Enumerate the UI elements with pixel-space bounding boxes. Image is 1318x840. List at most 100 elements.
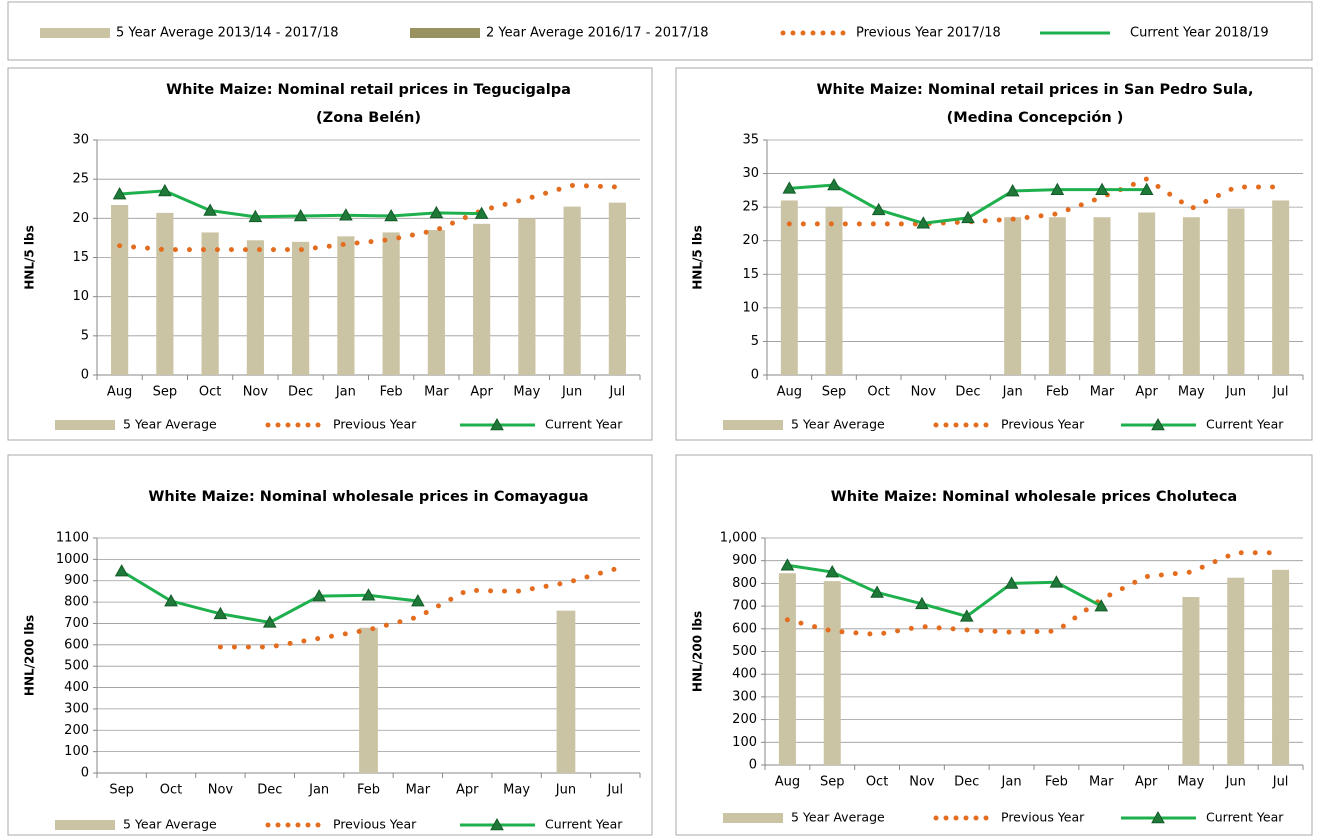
y-tick-label: 10: [742, 300, 759, 315]
legend-label: Current Year: [545, 817, 623, 832]
point-marker: [114, 564, 129, 577]
point-marker: [361, 588, 376, 601]
bar: [1004, 217, 1022, 375]
point-marker: [782, 181, 797, 194]
legend-marker: [490, 417, 504, 431]
y-tick-label: 600: [64, 637, 89, 652]
bar: [359, 627, 378, 773]
x-tick-label: Nov: [243, 385, 269, 400]
bar: [825, 207, 843, 375]
point-marker: [1139, 182, 1154, 195]
x-tick-label: Dec: [955, 385, 980, 400]
bar: [246, 240, 264, 375]
point-marker: [384, 208, 398, 222]
bar: [1182, 217, 1200, 375]
y-tick-label: 800: [732, 576, 757, 591]
legend-label: Current Year 2018/19: [1130, 26, 1269, 41]
point-marker: [1095, 182, 1109, 195]
y-tick-label: 200: [732, 712, 757, 727]
y-tick-label: 0: [81, 368, 89, 383]
legend-label: Previous Year: [1001, 417, 1085, 432]
x-tick-label: Dec: [288, 385, 313, 400]
y-tick-label: 1100: [56, 531, 89, 546]
point-marker: [262, 615, 277, 628]
x-tick-label: Jun: [555, 783, 576, 798]
x-tick-label: Oct: [866, 775, 888, 790]
bar: [556, 610, 576, 773]
y-tick-label: 500: [64, 659, 89, 674]
legend-label: Current Year: [545, 417, 623, 432]
x-tick-label: Sep: [109, 783, 134, 798]
bar: [823, 581, 841, 765]
legend-label: Current Year: [1206, 810, 1284, 825]
y-axis-label: HNL/5 lbs: [691, 225, 705, 290]
x-tick-label: Apr: [1135, 385, 1158, 400]
bar: [1048, 217, 1066, 375]
point-marker: [411, 593, 425, 607]
x-tick-label: Jan: [335, 385, 356, 400]
y-tick-label: 20: [72, 211, 89, 226]
chart-title: White Maize: Nominal wholesale prices Ch…: [831, 489, 1237, 505]
point-marker: [870, 585, 884, 598]
bar: [382, 232, 400, 375]
x-tick-label: Jul: [1272, 775, 1289, 790]
point-marker: [827, 177, 841, 191]
y-tick-label: 500: [732, 644, 757, 659]
y-tick-label: 5: [81, 328, 89, 343]
point-marker: [959, 609, 974, 622]
y-axis-label: HNL/200 lbs: [23, 615, 37, 696]
x-tick-label: Oct: [160, 783, 182, 798]
legend-marker: [1151, 417, 1165, 431]
previous-year-line: [784, 550, 1284, 637]
legend-label: 5 Year Average: [123, 817, 217, 832]
y-tick-label: 30: [742, 166, 759, 181]
x-tick-label: Jun: [1225, 775, 1246, 790]
point-marker: [1049, 575, 1064, 588]
point-marker: [293, 208, 308, 222]
point-marker: [248, 209, 263, 223]
x-tick-label: May: [1178, 385, 1205, 400]
y-tick-label: 300: [732, 689, 757, 704]
chart-title: (Medina Concepción ): [947, 110, 1124, 126]
x-tick-label: Jan: [1001, 775, 1022, 790]
y-tick-label: 400: [64, 680, 89, 695]
legend-marker: [490, 817, 504, 831]
x-tick-label: Apr: [1135, 775, 1158, 790]
bar: [778, 573, 796, 765]
bar: [337, 236, 355, 375]
bar: [427, 230, 445, 375]
bar: [1227, 577, 1245, 765]
panel-border: [7, 454, 653, 836]
point-marker: [164, 593, 178, 607]
y-tick-label: 600: [732, 621, 757, 636]
y-tick-label: 0: [81, 766, 89, 781]
point-marker: [1004, 576, 1019, 589]
x-tick-label: May: [513, 385, 540, 400]
x-tick-label: Feb: [380, 385, 403, 400]
x-tick-label: Mar: [424, 385, 449, 400]
x-tick-label: Oct: [867, 385, 889, 400]
panel-border: [675, 67, 1313, 441]
point-marker: [112, 187, 127, 200]
current-year-line: [120, 569, 419, 624]
y-tick-label: 700: [64, 616, 89, 631]
y-tick-label: 100: [64, 744, 89, 759]
y-tick-label: 10: [72, 289, 89, 304]
bar: [1093, 217, 1111, 375]
chart-title: White Maize: Nominal retail prices in Te…: [166, 82, 571, 98]
point-marker: [339, 208, 353, 221]
legend-swatch: [723, 420, 783, 430]
point-marker: [312, 589, 326, 602]
y-tick-label: 25: [72, 172, 89, 187]
point-marker: [961, 210, 975, 224]
point-marker: [871, 202, 886, 216]
point-marker: [429, 205, 444, 219]
bar: [563, 206, 581, 375]
x-tick-label: Aug: [775, 775, 800, 790]
x-tick-label: Aug: [777, 385, 802, 400]
x-tick-label: Aug: [107, 385, 132, 400]
y-tick-label: 15: [72, 250, 89, 265]
legend-label: Current Year: [1206, 417, 1284, 432]
x-tick-label: Sep: [153, 385, 178, 400]
